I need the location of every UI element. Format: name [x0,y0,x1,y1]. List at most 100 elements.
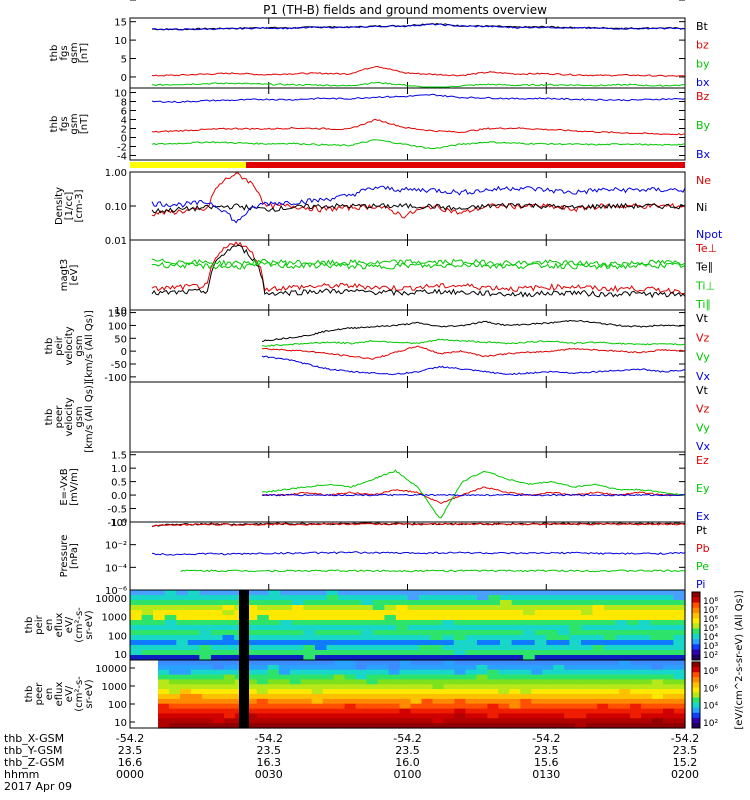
spectrogram-cell [575,669,587,676]
spectrogram-cell [476,703,488,710]
spectrogram-cell [158,703,170,710]
spectrogram-cell [432,713,445,719]
spectrogram-cell [673,590,686,596]
spectrogram-cell [498,723,510,729]
y-axis-label: en [44,688,55,701]
spectrogram-cell [164,635,177,641]
spectrogram-cell [210,630,224,636]
spectrogram-cell [153,595,166,601]
spectrogram-cell [553,679,565,685]
x-axis-value: 0030 [255,768,283,781]
spectrogram-cell [245,660,258,666]
spectrogram-cell [190,689,203,695]
spectrogram-cell [315,610,328,616]
spectrogram-cell [619,679,631,685]
spectrogram-cell [278,679,291,685]
spectrogram-cell [199,615,212,621]
spectrogram-cell [326,595,339,601]
spectrogram-cell [511,650,524,656]
spectrogram-cell [222,625,235,631]
spectrogram-cell [674,694,686,700]
spectrogram-cell [575,679,587,685]
spectrogram-cell [267,718,280,724]
spectrogram-cell [355,660,368,666]
spectrogram-cell [223,679,236,685]
spectrogram-cell [164,615,177,621]
spectrogram-cell [443,660,456,666]
spectrogram-cell [661,655,675,661]
spectrogram-cell [372,600,385,606]
colorbar-tick-label: 10⁶ [703,684,718,694]
spectrogram-cell [187,615,200,621]
spectrogram-cell [650,650,663,656]
spectrogram-cell [453,595,466,601]
spectrogram-cell [190,679,203,685]
spectrogram-cell [465,679,477,685]
spectrogram-cell [674,698,686,705]
spectrogram-cell [523,605,536,611]
x-axis-value: 23.5 [395,744,420,757]
spectrogram-cell [291,615,305,621]
spectrogram-cell [465,600,478,606]
spectrogram-cell [557,635,570,641]
colorbar-segment [692,597,700,603]
spectrogram-cell [257,605,270,611]
spectrogram-cell [509,664,521,671]
spectrogram-cell [180,689,192,695]
spectrogram-cell [487,669,499,676]
series-bx [151,23,686,31]
spectrogram-cell [443,669,456,676]
spectrogram-cell [569,600,582,606]
spectrogram-cell [586,713,598,719]
spectrogram-cell [432,698,445,705]
panel-frame [129,659,686,729]
series-Npot [151,185,686,224]
spectrogram-cell [355,674,368,681]
y-tick-label: 1000 [102,682,127,693]
spectrogram-cell [419,620,432,626]
spectrogram-cell [158,723,170,729]
spectrogram-cell [256,689,269,695]
spectrogram-cell [520,718,532,724]
spectrogram-cell [399,664,412,671]
colorbar-segment [692,654,700,661]
spectrogram-cell [344,660,357,666]
spectrogram-cell [410,718,423,724]
spectrogram-cell [650,640,663,646]
spectrogram-cell [523,625,536,631]
spectrogram-cell [627,655,640,661]
spectrogram-cell [222,640,235,646]
spectrogram-cell [190,674,203,681]
spectrogram-cell [476,610,490,616]
spectrogram-cell [511,645,524,651]
y-axis-label: thb [44,409,55,426]
spectrogram-cell [164,620,177,626]
spectrogram-cell [257,620,270,626]
spectrogram-cell [592,645,605,651]
spectrogram-cell [488,620,501,626]
spectrogram-cell [164,600,177,606]
y-axis-label: [nPa] [69,543,80,569]
legend-label-bz: bz [696,39,709,52]
spectrogram-cell [476,655,490,661]
spectrogram-cell [257,610,270,616]
spectrogram-cell [498,708,510,715]
spectrogram-cell [650,625,663,631]
spectrogram-cell [638,605,651,611]
spectrogram-cell [569,615,582,621]
y-axis-label: E=-VxB [59,468,70,505]
spectrogram-cell [333,708,346,715]
spectrogram-cell [180,660,192,666]
spectrogram-cell [627,590,640,596]
spectrogram-cell [419,605,432,611]
y-tick-label: -50 [111,360,127,371]
spectrogram-cell [419,650,432,656]
spectrogram-cell [153,610,166,616]
legend-label-Pe: Pe [696,560,709,573]
legend-label-Bt: Bt [696,20,709,33]
spectrogram-cell [395,620,409,626]
spectrogram-cell [372,595,385,601]
spectrogram-cell [650,590,663,596]
spectrogram-cell [315,595,328,601]
spectrogram-cell [453,610,466,616]
